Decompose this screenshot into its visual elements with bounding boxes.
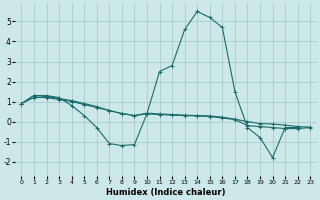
X-axis label: Humidex (Indice chaleur): Humidex (Indice chaleur) (106, 188, 226, 197)
